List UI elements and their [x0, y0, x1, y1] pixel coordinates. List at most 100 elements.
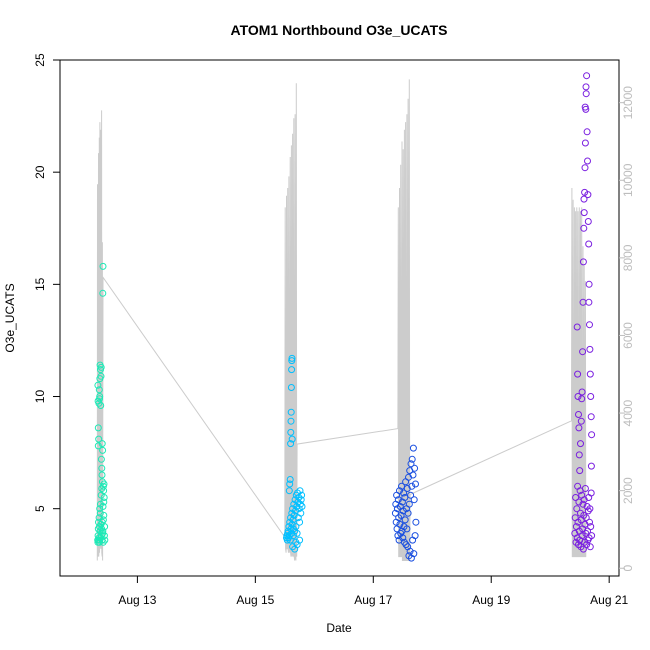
data-point-0	[99, 529, 107, 537]
data-point-3	[580, 511, 588, 519]
data-point-2	[411, 532, 419, 540]
data-point-3	[579, 545, 587, 553]
data-point-1	[288, 435, 296, 443]
data-point-3	[587, 523, 595, 531]
data-point-3	[578, 395, 586, 403]
data-point-3	[579, 348, 587, 356]
data-point-3	[585, 280, 593, 288]
data-point-0	[100, 487, 108, 495]
data-point-0	[100, 532, 108, 540]
y-tick-label: 10	[33, 390, 47, 404]
data-point-2	[398, 482, 405, 490]
y-axis: 5 10 15 20 25	[33, 53, 60, 512]
data-point-2	[408, 482, 416, 490]
data-point-0	[99, 527, 107, 535]
data-point-3	[577, 440, 584, 448]
data-point-0	[98, 478, 106, 486]
data-point-2	[404, 509, 412, 517]
data-point-2	[397, 511, 405, 519]
data-point-0	[94, 442, 102, 450]
data-point-2	[396, 520, 404, 528]
data-point-3	[583, 72, 591, 80]
data-point-3	[581, 139, 589, 147]
data-point-0	[100, 511, 108, 519]
data-point-3	[575, 411, 582, 418]
data-point-3	[573, 323, 581, 331]
data-point-3	[572, 494, 580, 501]
data-point-3	[577, 417, 585, 425]
data-point-0	[99, 289, 107, 297]
data-point-3	[586, 321, 593, 329]
y2-series	[96, 79, 587, 561]
data-point-3	[585, 298, 593, 306]
data-point-1	[290, 511, 298, 519]
data-point-2	[408, 455, 416, 463]
data-point-1	[287, 428, 295, 436]
x-axis-label: Date	[326, 621, 352, 635]
y2-tick-label: 6000	[621, 322, 635, 349]
data-point-2	[394, 496, 402, 504]
data-point-2	[409, 444, 417, 452]
data-point-3	[586, 505, 594, 513]
data-point-3	[582, 83, 590, 91]
data-point-1	[298, 503, 306, 510]
data-point-3	[583, 541, 591, 549]
y2-tick-label: 0	[621, 565, 635, 572]
data-point-3	[584, 191, 592, 199]
plot-frame	[59, 59, 620, 577]
data-point-2	[396, 487, 403, 495]
y2-axis: 0 2000 4000 6000 8000 10000 12000	[619, 86, 635, 572]
data-point-3	[586, 345, 594, 353]
data-point-1	[297, 496, 305, 504]
data-point-1	[287, 514, 295, 522]
data-point-1	[288, 354, 296, 362]
data-point-3	[579, 500, 587, 508]
data-point-0	[96, 509, 104, 517]
data-point-0	[100, 480, 108, 488]
data-point-3	[588, 431, 596, 439]
data-point-3	[588, 532, 596, 540]
data-point-2	[407, 460, 415, 468]
data-point-1	[296, 518, 304, 526]
data-point-2	[401, 516, 409, 524]
y2-tick-label: 2000	[621, 477, 635, 504]
data-point-1	[286, 476, 294, 483]
data-point-3	[581, 103, 589, 111]
data-point-2	[399, 534, 407, 542]
data-point-3	[575, 541, 582, 549]
y-tick-label: 20	[33, 165, 47, 179]
data-point-3	[578, 532, 586, 540]
data-point-1	[289, 532, 297, 540]
data-point-3	[574, 370, 582, 378]
data-point-3	[575, 451, 583, 459]
data-point-3	[582, 90, 590, 98]
data-point-3	[581, 485, 589, 492]
scatter-points	[94, 72, 596, 562]
y-tick-label: 25	[33, 53, 47, 67]
data-point-2	[401, 494, 409, 501]
data-point-3	[585, 240, 593, 248]
data-point-1	[293, 529, 301, 537]
data-point-1	[287, 417, 295, 425]
data-point-0	[94, 424, 102, 432]
data-point-0	[99, 538, 107, 546]
data-point-3	[584, 218, 592, 225]
data-point-1	[289, 543, 297, 551]
data-point-2	[411, 464, 419, 472]
data-point-3	[584, 527, 591, 535]
data-point-0	[99, 503, 107, 510]
data-point-2	[403, 525, 411, 533]
data-point-3	[587, 413, 595, 421]
data-point-3	[581, 164, 589, 172]
data-point-0	[100, 494, 108, 501]
data-point-0	[96, 393, 104, 400]
data-point-1	[288, 509, 296, 517]
data-point-3	[575, 424, 583, 432]
data-point-0	[99, 446, 107, 454]
data-point-0	[95, 386, 103, 394]
y-tick-label: 5	[33, 505, 47, 512]
data-point-3	[587, 462, 595, 470]
x-tick-label: Aug 17	[354, 593, 392, 607]
data-point-2	[409, 471, 417, 479]
